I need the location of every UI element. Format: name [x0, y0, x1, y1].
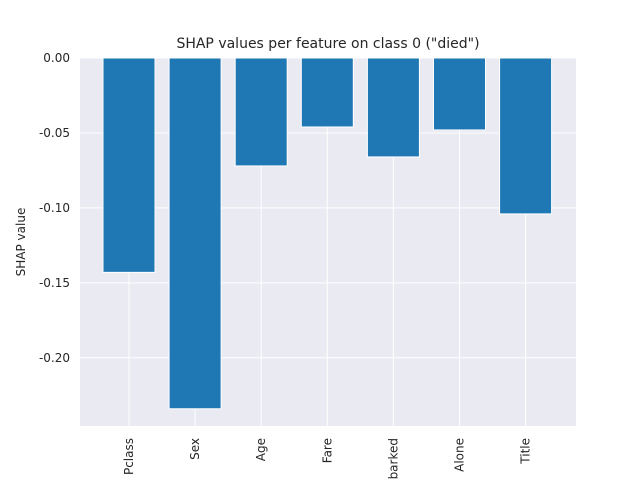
y-tick-label: -0.10	[39, 201, 70, 215]
x-tick-label: Fare	[320, 438, 334, 463]
x-tick-label: Alone	[453, 438, 467, 472]
x-tick-label: Pclass	[122, 438, 136, 475]
bar-embarked	[366, 57, 420, 158]
y-tick-label: -0.20	[39, 351, 70, 365]
bar-alone	[433, 57, 486, 131]
chart-title: SHAP values per feature on class 0 ("die…	[176, 36, 479, 52]
x-tick-label: Age	[254, 438, 268, 461]
bars	[102, 57, 553, 410]
bar-title	[499, 57, 553, 215]
y-axis: 0.00 -0.05 -0.10 -0.15 -0.20	[39, 51, 70, 365]
bar-pclass	[102, 57, 156, 273]
y-tick-label: -0.15	[39, 276, 70, 290]
x-tick-label: Embarked	[386, 438, 400, 480]
y-tick-label: -0.05	[39, 126, 70, 140]
y-tick-label: 0.00	[43, 51, 70, 65]
y-axis-label: SHAP value	[14, 208, 28, 277]
bar-fare	[300, 57, 354, 128]
x-tick-label: Title	[519, 438, 533, 465]
x-tick-label: Sex	[188, 438, 202, 460]
x-axis: Pclass Sex Age Fare Embarked Alone Title	[122, 438, 533, 480]
bar-sex	[168, 57, 222, 410]
bar-age	[234, 57, 288, 167]
